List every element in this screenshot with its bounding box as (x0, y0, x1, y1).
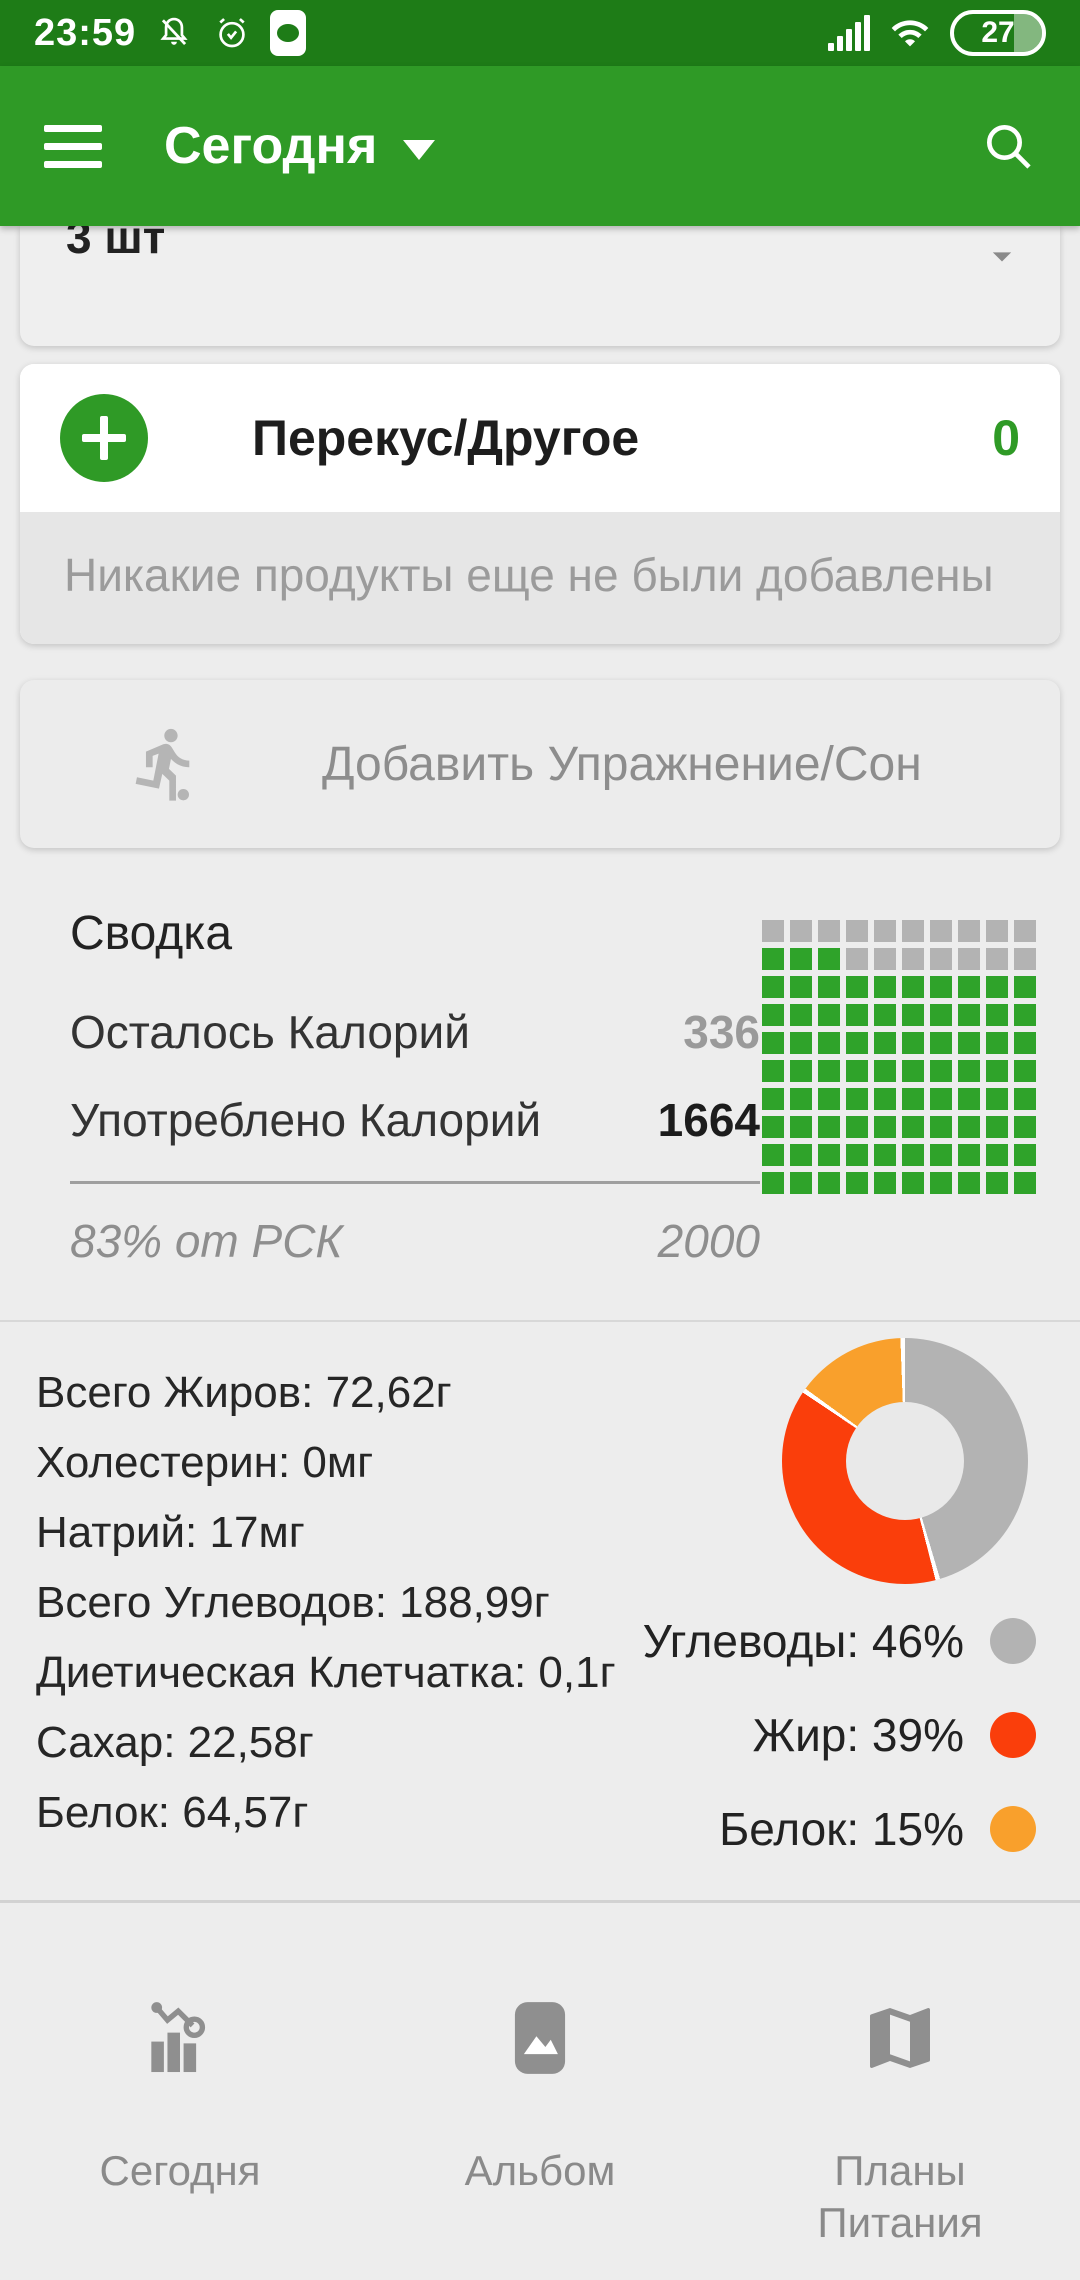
macro-donut-chart (782, 1338, 1028, 1584)
sugar-line: Сахар: 22,58г (36, 1718, 314, 1767)
nutrition-section: Всего Жиров: 72,62г Холестерин: 0мг Натр… (0, 1320, 1080, 1860)
collapse-chevron-icon[interactable] (980, 234, 1024, 278)
calories-consumed-row: Употреблено Калорий 1664 (70, 1093, 760, 1147)
calories-consumed-label: Употреблено Калорий (70, 1094, 542, 1146)
wifi-icon (890, 13, 930, 53)
calories-remaining-value: 336 (683, 1006, 760, 1058)
cholesterol-line: Холестерин: 0мг (36, 1438, 374, 1487)
album-icon (497, 1995, 583, 2081)
protein-line: Белок: 64,57г (36, 1788, 309, 1837)
snack-card-title: Перекус/Другое (252, 410, 640, 466)
snack-empty-message: Никакие продукты еще не были добавлены (20, 512, 1060, 644)
calories-remaining-label: Осталось Калорий (70, 1006, 470, 1058)
shortcut-meal-plans[interactable]: Планы Питания (720, 1995, 1080, 2249)
add-exercise-label: Добавить Упражнение/Сон (322, 737, 922, 791)
summary-title: Сводка (70, 907, 233, 960)
summary-section: Сводка Осталось Калорий 336 Употреблено … (0, 848, 1080, 1268)
rdi-row: 83% от РСК 2000 (70, 1214, 760, 1268)
chevron-down-icon (403, 140, 436, 160)
sodium-line: Натрий: 17мг (36, 1508, 305, 1557)
runner-icon (126, 724, 206, 804)
legend-protein: Белок: 15% (643, 1802, 1036, 1856)
shortcuts-row: Сегодня Альбом Планы Питания (0, 1900, 1080, 2280)
legend-carbs: Углеводы: 46% (643, 1614, 1036, 1668)
rdi-grid (762, 920, 1036, 1268)
clock: 23:59 (34, 11, 137, 54)
carbs-dot-icon (990, 1618, 1036, 1664)
page-title: Сегодня (164, 117, 378, 175)
fat-dot-icon (990, 1712, 1036, 1758)
snack-card-header[interactable]: Перекус/Другое 0 (20, 364, 1060, 512)
meal-card-partial[interactable]: 3 шт (20, 226, 1060, 346)
shortcut-album[interactable]: Альбом (360, 1995, 720, 2249)
snack-calorie-count: 0 (992, 410, 1020, 466)
search-icon[interactable] (980, 118, 1036, 174)
diary-scroll-area[interactable]: 3 шт Перекус/Другое 0 Никакие продукты е… (0, 226, 1080, 2280)
map-icon (857, 1995, 943, 2081)
signal-icon (828, 15, 870, 51)
alarm-icon (212, 13, 252, 53)
calories-consumed-value: 1664 (657, 1094, 760, 1146)
fiber-line: Диетическая Клетчатка: 0,1г (36, 1648, 616, 1697)
battery-percent: 27 (981, 16, 1015, 49)
shortcut-meal-plans-label: Планы Питания (817, 2147, 983, 2246)
battery-indicator: 27 (950, 10, 1046, 56)
notification-app-icon (270, 10, 307, 56)
total-carbs-line: Всего Углеводов: 188,99г (36, 1578, 550, 1627)
total-fat-line: Всего Жиров: 72,62г (36, 1368, 452, 1417)
chart-icon (137, 1995, 223, 2081)
add-exercise-button[interactable]: Добавить Упражнение/Сон (20, 680, 1060, 848)
date-selector[interactable]: Сегодня (164, 116, 436, 176)
snack-card: Перекус/Другое 0 Никакие продукты еще не… (20, 364, 1060, 644)
menu-icon[interactable] (44, 124, 102, 168)
rdi-percent-label: 83% от РСК (70, 1215, 343, 1267)
serving-count: 3 шт (66, 226, 166, 263)
shortcut-today-label: Сегодня (99, 2147, 261, 2194)
notifications-off-icon (154, 13, 194, 53)
macro-legend: Углеводы: 46% Жир: 39% Белок: 15% (643, 1614, 1036, 1856)
status-bar: 23:59 27 (0, 0, 1080, 66)
shortcut-today[interactable]: Сегодня (0, 1995, 360, 2249)
summary-divider (70, 1181, 760, 1184)
protein-dot-icon (990, 1806, 1036, 1852)
app-bar: Сегодня (0, 66, 1080, 226)
shortcut-album-label: Альбом (464, 2147, 616, 2194)
calories-remaining-row: Осталось Калорий 336 (70, 1005, 760, 1059)
rdi-total-value: 2000 (657, 1215, 760, 1267)
add-food-button[interactable] (60, 394, 148, 482)
legend-fat: Жир: 39% (643, 1708, 1036, 1762)
donut-hole (846, 1402, 964, 1520)
